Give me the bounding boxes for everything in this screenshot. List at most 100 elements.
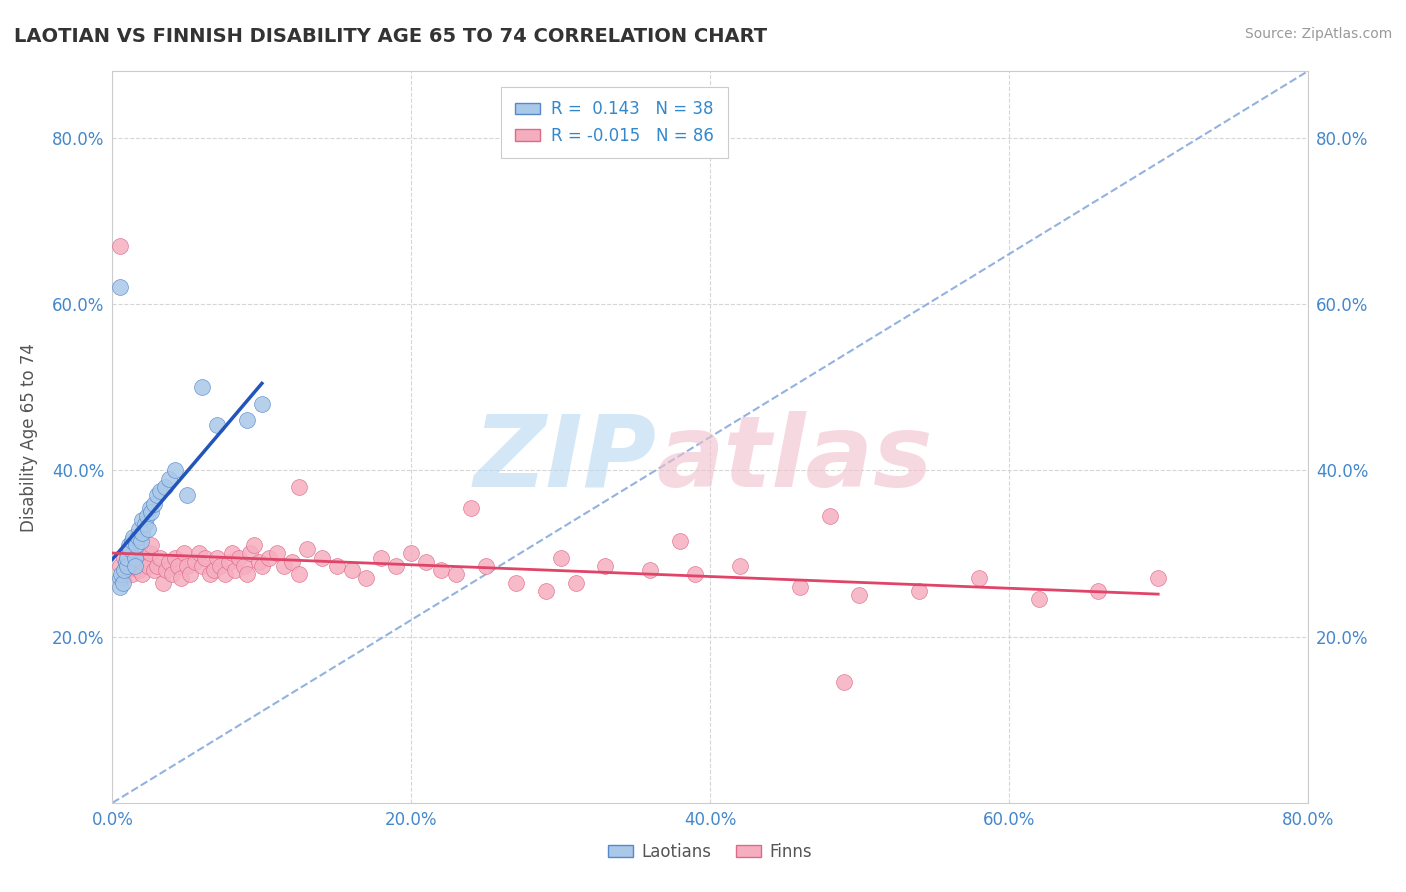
Point	[122, 558, 145, 573]
Point	[162, 567, 183, 582]
Point	[1028, 592, 1050, 607]
Point	[325, 558, 347, 573]
Point	[149, 550, 172, 565]
Point	[122, 530, 145, 544]
Point	[128, 521, 150, 535]
Point	[110, 567, 132, 582]
Point	[236, 567, 259, 582]
Point	[143, 563, 166, 577]
Point	[111, 575, 134, 590]
Point	[124, 550, 146, 565]
Point	[108, 239, 131, 253]
Point	[194, 550, 217, 565]
Point	[288, 480, 311, 494]
Point	[198, 567, 221, 582]
Point	[127, 530, 149, 544]
Point	[155, 563, 177, 577]
Point	[115, 555, 138, 569]
Point	[191, 380, 214, 394]
Point	[121, 567, 143, 582]
Point	[236, 413, 259, 427]
Point	[139, 546, 162, 560]
Point	[967, 571, 990, 585]
Point	[117, 563, 139, 577]
Point	[908, 583, 931, 598]
Point	[356, 571, 378, 585]
Point	[167, 558, 190, 573]
Point	[134, 517, 156, 532]
Point	[233, 558, 256, 573]
Point	[1147, 571, 1170, 585]
Point	[205, 550, 228, 565]
Point	[131, 513, 153, 527]
Point	[157, 555, 180, 569]
Point	[385, 558, 408, 573]
Point	[430, 563, 453, 577]
Point	[125, 550, 148, 565]
Point	[165, 550, 187, 565]
Point	[114, 550, 135, 565]
Point	[340, 563, 363, 577]
Point	[165, 463, 187, 477]
Point	[564, 575, 586, 590]
Point	[141, 538, 163, 552]
Point	[311, 550, 333, 565]
Point	[134, 550, 156, 565]
Point	[370, 550, 392, 565]
Point	[224, 563, 246, 577]
Point	[669, 533, 692, 548]
Point	[259, 550, 281, 565]
Point	[170, 571, 193, 585]
Point	[108, 571, 131, 585]
Point	[221, 546, 243, 560]
Point	[139, 500, 162, 515]
Point	[108, 280, 131, 294]
Point	[266, 546, 288, 560]
Point	[117, 546, 139, 560]
Point	[121, 533, 143, 548]
Point	[111, 571, 134, 585]
Point	[444, 567, 467, 582]
Point	[128, 563, 150, 577]
Point	[243, 538, 266, 552]
Point	[183, 555, 205, 569]
Point	[191, 558, 214, 573]
Text: LAOTIAN VS FINNISH DISABILITY AGE 65 TO 74 CORRELATION CHART: LAOTIAN VS FINNISH DISABILITY AGE 65 TO …	[14, 27, 768, 45]
Point	[146, 488, 169, 502]
Point	[595, 558, 617, 573]
Point	[131, 525, 153, 540]
Point	[108, 558, 131, 573]
Point	[848, 588, 870, 602]
Point	[460, 500, 482, 515]
Point	[138, 558, 160, 573]
Point	[124, 555, 146, 569]
Point	[135, 509, 157, 524]
Point	[683, 567, 706, 582]
Point	[273, 558, 295, 573]
Point	[228, 550, 250, 565]
Point	[505, 575, 527, 590]
Point	[728, 558, 751, 573]
Point	[250, 397, 273, 411]
Point	[124, 558, 146, 573]
Point	[288, 567, 311, 582]
Point	[176, 558, 198, 573]
Y-axis label: Disability Age 65 to 74: Disability Age 65 to 74	[20, 343, 38, 532]
Point	[475, 558, 498, 573]
Point	[118, 538, 141, 552]
Point	[247, 555, 270, 569]
Point	[131, 555, 153, 569]
Point	[157, 472, 180, 486]
Point	[789, 580, 811, 594]
Point	[146, 558, 169, 573]
Point	[138, 521, 160, 535]
Text: Source: ZipAtlas.com: Source: ZipAtlas.com	[1244, 27, 1392, 41]
Text: atlas: atlas	[657, 410, 932, 508]
Point	[108, 580, 131, 594]
Point	[218, 555, 240, 569]
Point	[149, 484, 172, 499]
Point	[152, 575, 174, 590]
Point	[125, 538, 148, 552]
Point	[834, 675, 856, 690]
Point	[640, 563, 662, 577]
